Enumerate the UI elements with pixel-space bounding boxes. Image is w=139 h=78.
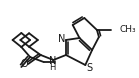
Text: N: N [58, 34, 66, 44]
Text: N: N [49, 56, 56, 66]
Text: CH₃: CH₃ [119, 26, 136, 34]
Text: O: O [20, 59, 28, 69]
Text: H: H [49, 62, 56, 72]
Text: S: S [86, 63, 92, 73]
